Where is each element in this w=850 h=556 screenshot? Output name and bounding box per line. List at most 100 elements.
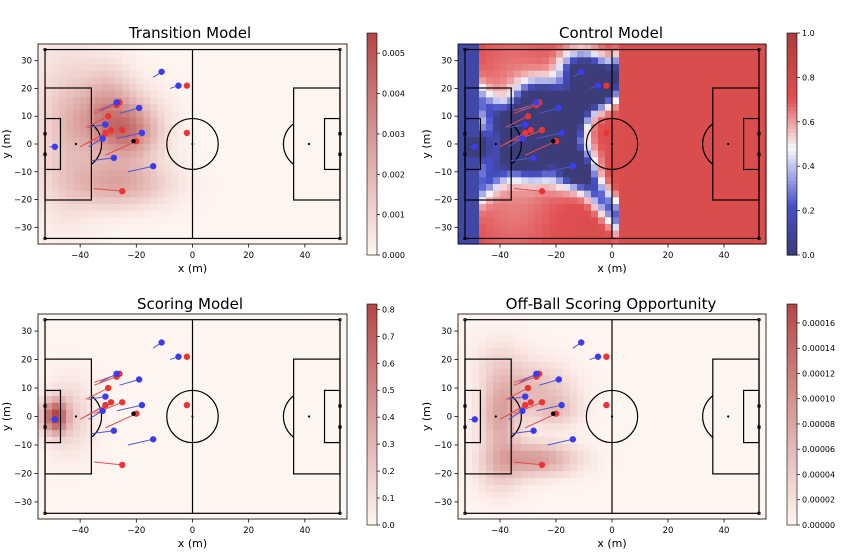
heatmap-cell	[185, 443, 194, 452]
heatmap-cell	[528, 197, 536, 205]
heatmap-cell	[339, 437, 348, 445]
heatmap-cell	[199, 457, 208, 465]
heatmap-cell	[115, 361, 123, 370]
heatmap-cell	[724, 144, 732, 152]
heatmap-cell	[759, 50, 767, 58]
heatmap-cell	[73, 124, 81, 132]
heatmap-cell	[178, 84, 187, 92]
heatmap-cell	[185, 464, 194, 472]
colorbar-segment	[367, 329, 377, 335]
heatmap-cell	[178, 327, 187, 336]
heatmap-cell	[94, 341, 102, 349]
heatmap-cell	[157, 505, 166, 513]
heatmap-cell	[304, 505, 313, 513]
heatmap-cell	[115, 478, 123, 486]
heatmap-cell	[563, 505, 571, 513]
heatmap-cell	[304, 314, 313, 322]
heatmap-cell	[234, 164, 243, 172]
heatmap-cell	[59, 382, 67, 390]
heatmap-cell	[66, 341, 74, 349]
heatmap-cell	[220, 382, 229, 390]
heatmap-cell	[136, 184, 144, 192]
heatmap-cell	[192, 505, 201, 513]
heatmap-cell	[283, 97, 292, 105]
heatmap-cell	[689, 150, 697, 158]
heatmap-cell	[759, 204, 767, 212]
heatmap-cell	[675, 210, 683, 218]
heatmap-cell	[122, 361, 130, 370]
heatmap-cell	[521, 97, 529, 105]
heatmap-cell	[458, 224, 466, 232]
heatmap-cell	[94, 498, 102, 506]
heatmap-cell	[682, 170, 690, 178]
heatmap-cell	[45, 117, 53, 125]
heatmap-cell	[213, 137, 222, 145]
heatmap-cell	[640, 117, 648, 125]
heatmap-cell	[66, 416, 74, 424]
heatmap-cell	[129, 368, 137, 377]
heatmap-cell	[199, 210, 208, 218]
heatmap-cell	[38, 157, 46, 165]
heatmap-cell	[101, 110, 109, 118]
heatmap-cell	[563, 204, 571, 212]
heatmap-cell	[73, 70, 81, 78]
heatmap-cell	[234, 157, 243, 165]
heatmap-cell	[248, 382, 257, 390]
heatmap-cell	[101, 457, 109, 465]
heatmap-cell	[465, 77, 473, 85]
heatmap-cell	[206, 375, 215, 383]
heatmap-cell	[458, 437, 466, 445]
heatmap-cell	[304, 104, 313, 112]
heatmap-cell	[206, 389, 215, 397]
heatmap-cell	[136, 64, 144, 72]
heatmap-cell	[458, 320, 466, 329]
heatmap-cell	[689, 44, 697, 52]
heatmap-cell	[458, 443, 466, 452]
heatmap-cell	[234, 320, 243, 329]
heatmap-cell	[689, 90, 697, 98]
heatmap-cell	[248, 204, 257, 212]
heatmap-cell	[143, 450, 151, 459]
heatmap-cell	[661, 150, 669, 158]
corner-mark	[463, 47, 467, 52]
heatmap-cell	[661, 110, 669, 118]
heatmap-cell	[157, 464, 166, 472]
heatmap-cell	[675, 150, 683, 158]
heatmap-cell	[528, 190, 536, 198]
heatmap-cell	[80, 184, 88, 192]
heatmap-cell	[486, 124, 494, 132]
heatmap-cell	[577, 430, 585, 438]
heatmap-cell	[52, 361, 60, 370]
heatmap-cell	[94, 150, 102, 158]
heatmap-cell	[479, 402, 487, 411]
heatmap-cell	[101, 77, 109, 85]
heatmap-cell	[108, 50, 116, 58]
heatmap-cell	[185, 164, 194, 172]
heatmap-cell	[654, 117, 662, 125]
heatmap-cell	[507, 44, 515, 52]
heatmap-cell	[507, 197, 515, 205]
heatmap-cell	[52, 137, 60, 145]
heatmap-cell	[521, 210, 529, 218]
heatmap-cell	[213, 44, 222, 52]
heatmap-cell	[269, 464, 278, 472]
heatmap-cell	[255, 450, 264, 459]
attacker-marker	[603, 82, 610, 89]
colorbar-segment	[787, 169, 797, 175]
heatmap-cell	[507, 491, 515, 500]
heatmap-cell	[640, 210, 648, 218]
heatmap-cell	[213, 505, 222, 513]
heatmap-cell	[339, 512, 348, 520]
heatmap-cell	[199, 157, 208, 165]
colorbar-segment	[787, 232, 797, 238]
penalty-arc-right	[282, 395, 294, 438]
colorbar-segment	[787, 225, 797, 230]
heatmap-cell	[115, 144, 123, 152]
heatmap-cell	[248, 170, 257, 178]
heatmap-cell	[752, 50, 760, 58]
heatmap-cell	[192, 64, 201, 72]
heatmap-cell	[710, 197, 718, 205]
heatmap-cell	[612, 70, 620, 78]
heatmap-cell	[682, 217, 690, 225]
heatmap-cell	[52, 70, 60, 78]
